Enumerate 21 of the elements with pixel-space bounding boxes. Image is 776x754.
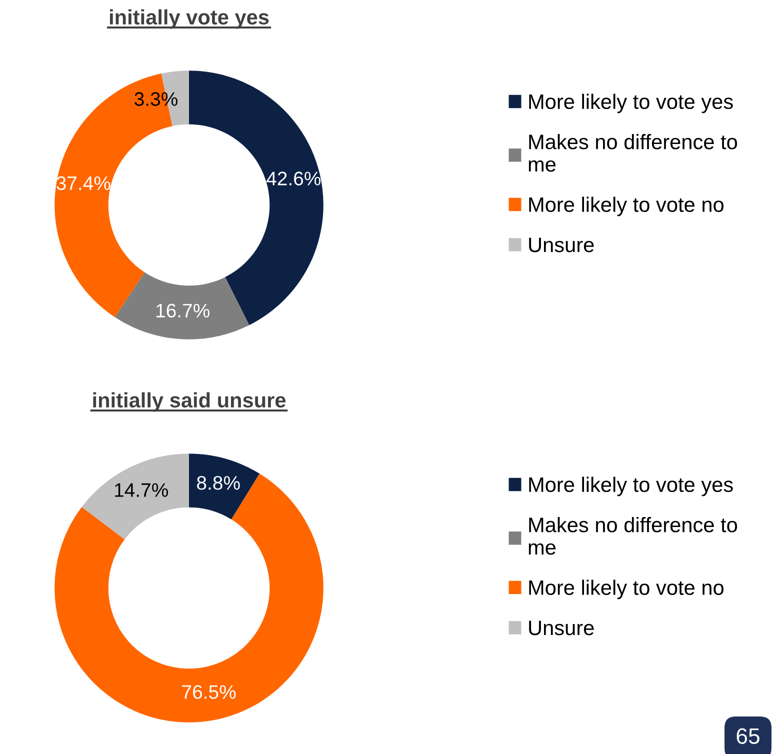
donut-slice bbox=[189, 454, 260, 520]
legend-label: Makes no difference to me bbox=[528, 134, 738, 172]
data-label: 42.6% bbox=[266, 172, 321, 186]
legend-label: More likely to vote no bbox=[529, 580, 724, 600]
donut-slice bbox=[82, 454, 189, 540]
donut-slice bbox=[54, 474, 324, 722]
data-label: 37.4% bbox=[56, 176, 110, 190]
data-label: 8.8% bbox=[197, 476, 240, 490]
data-label: 14.7% bbox=[115, 483, 168, 497]
legend-label: More likely to vote yes bbox=[529, 94, 733, 114]
legend-label: More likely to vote yes bbox=[529, 476, 733, 496]
donut-slice bbox=[114, 272, 250, 340]
chart-title: initially said unsure bbox=[93, 392, 286, 412]
legend-label: Makes no difference to me bbox=[528, 517, 738, 555]
data-label: 76.5% bbox=[182, 685, 236, 699]
legend-label: Unsure bbox=[529, 620, 594, 636]
text: 65 bbox=[736, 728, 760, 744]
data-label: 16.7% bbox=[156, 304, 210, 318]
legend-label: Unsure bbox=[529, 238, 594, 252]
chart-title: initially vote yes bbox=[110, 9, 269, 29]
legend-label: More likely to vote no bbox=[529, 196, 724, 216]
